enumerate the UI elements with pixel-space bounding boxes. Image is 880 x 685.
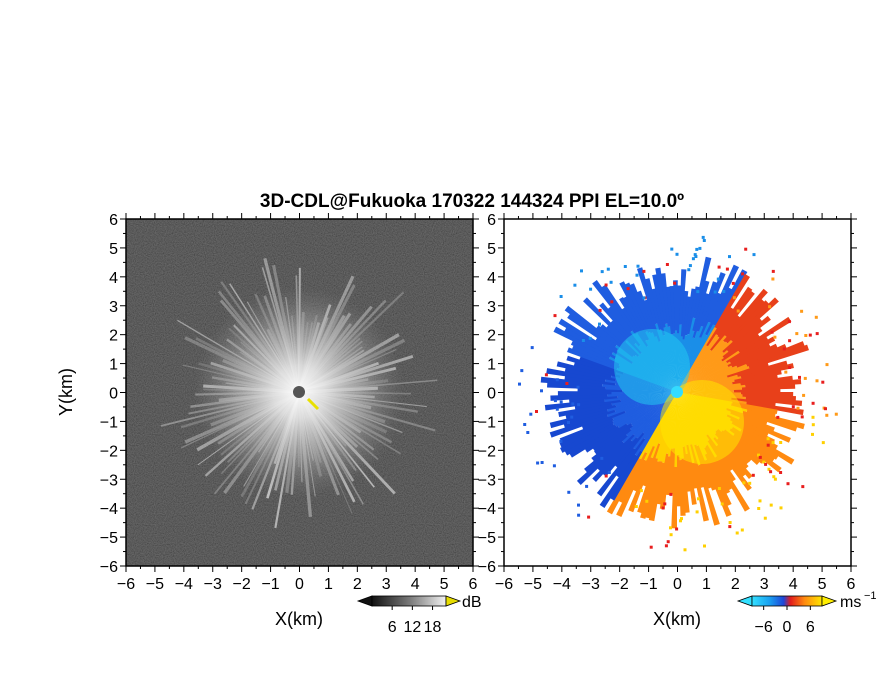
right-heatmap [504, 219, 851, 566]
left-y-tick-label: 6 [109, 212, 118, 229]
right-x-tick-label: 2 [731, 576, 740, 593]
right-y-tick-label: 6 [487, 212, 496, 229]
right-y-tick-label: 0 [487, 386, 496, 403]
right-x-tick-label: 4 [789, 576, 798, 593]
right-y-tick-label: −4 [478, 501, 496, 518]
right-x-tick-label: −5 [524, 576, 542, 593]
left-x-tick-label: 3 [382, 576, 391, 593]
left-colorbar-tick-label: 6 [388, 619, 397, 636]
left-y-tick-label: 0 [109, 386, 118, 403]
left-x-tick-label: 1 [324, 576, 333, 593]
right-x-tick-label: 6 [847, 576, 856, 593]
right-y-tick-label: 4 [487, 270, 496, 287]
left-y-tick-label: −1 [100, 414, 118, 431]
left-y-tick-label: 3 [109, 299, 118, 316]
left-heatmap [126, 219, 473, 566]
left-y-tick-label: −4 [100, 501, 118, 518]
left-x-tick-label: −3 [204, 576, 222, 593]
right-x-tick-label: 3 [760, 576, 769, 593]
right-colorbar-unit-exponent: −1 [864, 590, 877, 602]
right-radar-site [671, 386, 683, 398]
left-colorbar-unit: dB [462, 594, 482, 611]
left-xlabel: X(km) [275, 609, 323, 629]
right-y-tick-label: −2 [478, 443, 496, 460]
right-y-tick-label: 5 [487, 241, 496, 258]
right-y-tick-label: −6 [478, 559, 496, 576]
right-panel: −6 −5 −4 −3 −2 −1 0 1 2 3 4 5 6 6 5 4 3 2 1 0 −1 −2 −3 −4 −5 −6 X… [478, 212, 877, 636]
right-colorbar-unit: ms [840, 594, 861, 611]
right-x-tick-label: 0 [673, 576, 682, 593]
right-xlabel: X(km) [653, 609, 701, 629]
left-y-tick-label: −6 [100, 559, 118, 576]
left-ylabel: Y(km) [56, 368, 76, 416]
right-y-tick-label: −1 [478, 414, 496, 431]
right-x-tick-label: −2 [611, 576, 629, 593]
left-x-tick-label: −1 [261, 576, 279, 593]
right-x-tick-label: −3 [582, 576, 600, 593]
left-x-tick-label: −4 [175, 576, 193, 593]
left-y-tick-label: 4 [109, 270, 118, 287]
right-colorbar-tick-label: −6 [755, 619, 773, 636]
left-x-tick-label: −2 [233, 576, 251, 593]
left-x-tick-label: 6 [469, 576, 478, 593]
left-y-tick-label: 2 [109, 328, 118, 345]
right-x-tick-label: −6 [495, 576, 513, 593]
left-x-tick-label: −5 [146, 576, 164, 593]
right-colorbar-tick-label: 6 [806, 619, 815, 636]
left-x-tick-label: 5 [440, 576, 449, 593]
right-colorbar-tick-label: 0 [783, 619, 792, 636]
right-x-tick-label: −1 [639, 576, 657, 593]
left-y-tick-label: 5 [109, 241, 118, 258]
right-x-tick-label: 1 [702, 576, 711, 593]
figure-title: 3D-CDL@Fukuoka 170322 144324 PPI EL=10.0… [260, 191, 684, 212]
left-x-tick-label: 0 [295, 576, 304, 593]
left-x-tick-label: 2 [353, 576, 362, 593]
left-y-tick-label: −5 [100, 530, 118, 547]
left-x-tick-label: −6 [117, 576, 135, 593]
right-x-tick-label: 5 [818, 576, 827, 593]
right-y-tick-label: 2 [487, 328, 496, 345]
right-y-tick-label: −5 [478, 530, 496, 547]
right-y-tick-label: 1 [487, 357, 496, 374]
right-x-tick-label: −4 [553, 576, 571, 593]
left-y-tick-label: 1 [109, 357, 118, 374]
left-colorbar-tick-label: 18 [424, 619, 442, 636]
left-y-tick-label: −2 [100, 443, 118, 460]
left-x-tick-label: 4 [411, 576, 420, 593]
right-y-tick-label: −3 [478, 472, 496, 489]
right-y-tick-label: 3 [487, 299, 496, 316]
left-y-tick-label: −3 [100, 472, 118, 489]
left-radar-site [293, 386, 305, 398]
left-colorbar-tick-label: 12 [403, 619, 421, 636]
